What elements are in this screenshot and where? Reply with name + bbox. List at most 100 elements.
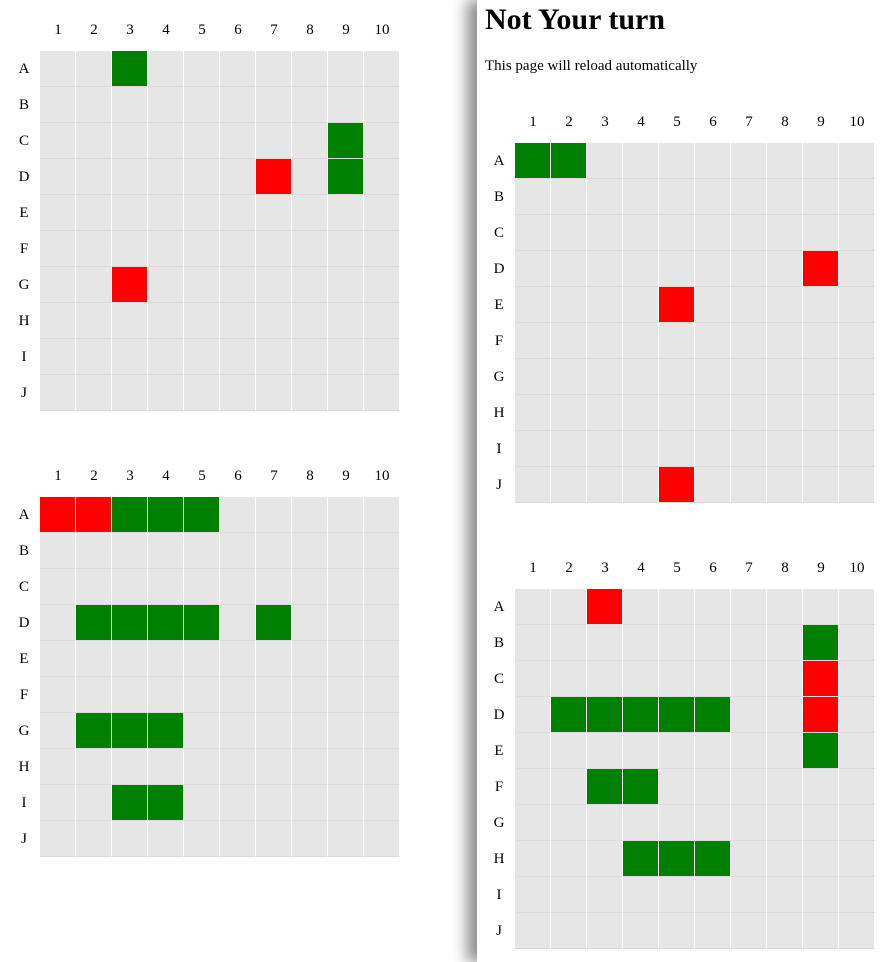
grid-cell[interactable] bbox=[515, 697, 551, 733]
grid-cell-ship[interactable] bbox=[112, 713, 148, 749]
grid-cell[interactable] bbox=[731, 431, 767, 467]
grid-cell[interactable] bbox=[112, 231, 148, 267]
grid-cell[interactable] bbox=[328, 713, 364, 749]
grid-cell[interactable] bbox=[220, 267, 256, 303]
grid-cell[interactable] bbox=[364, 123, 400, 159]
grid-cell[interactable] bbox=[220, 159, 256, 195]
grid-cell[interactable] bbox=[623, 661, 659, 697]
grid-cell-ship[interactable] bbox=[112, 785, 148, 821]
grid-cell[interactable] bbox=[256, 339, 292, 375]
grid-cell[interactable] bbox=[587, 143, 623, 179]
grid-cell[interactable] bbox=[587, 841, 623, 877]
grid-cell[interactable] bbox=[148, 821, 184, 857]
grid-cell[interactable] bbox=[76, 195, 112, 231]
grid-cell[interactable] bbox=[364, 677, 400, 713]
grid-cell[interactable] bbox=[803, 805, 839, 841]
grid-cell[interactable] bbox=[551, 467, 587, 503]
grid-cell[interactable] bbox=[515, 589, 551, 625]
grid-cell[interactable] bbox=[220, 641, 256, 677]
grid-cell[interactable] bbox=[292, 195, 328, 231]
grid-cell[interactable] bbox=[839, 697, 875, 733]
grid-cell-ship[interactable] bbox=[148, 497, 184, 533]
grid-cell-ship[interactable] bbox=[803, 625, 839, 661]
grid-cell[interactable] bbox=[40, 749, 76, 785]
grid-cell[interactable] bbox=[364, 231, 400, 267]
grid-cell-ship[interactable] bbox=[256, 605, 292, 641]
grid-cell[interactable] bbox=[40, 231, 76, 267]
grid-cell[interactable] bbox=[587, 431, 623, 467]
grid-cell[interactable] bbox=[112, 123, 148, 159]
grid-cell[interactable] bbox=[256, 713, 292, 749]
grid-cell[interactable] bbox=[40, 339, 76, 375]
grid-cell-ship[interactable] bbox=[587, 769, 623, 805]
grid-cell[interactable] bbox=[839, 359, 875, 395]
grid-cell[interactable] bbox=[551, 359, 587, 395]
grid-cell[interactable] bbox=[587, 395, 623, 431]
grid-cell[interactable] bbox=[184, 51, 220, 87]
grid-cell[interactable] bbox=[364, 605, 400, 641]
grid-cell[interactable] bbox=[76, 159, 112, 195]
grid-cell[interactable] bbox=[364, 195, 400, 231]
grid-cell[interactable] bbox=[220, 375, 256, 411]
grid-cell[interactable] bbox=[767, 431, 803, 467]
grid-cell[interactable] bbox=[695, 359, 731, 395]
grid-cell[interactable] bbox=[328, 231, 364, 267]
grid-cell[interactable] bbox=[364, 497, 400, 533]
grid-cell[interactable] bbox=[731, 143, 767, 179]
grid-cell[interactable] bbox=[112, 159, 148, 195]
grid-cell[interactable] bbox=[148, 339, 184, 375]
grid-cell-ship[interactable] bbox=[659, 697, 695, 733]
grid-cell[interactable] bbox=[839, 143, 875, 179]
grid-cell[interactable] bbox=[695, 323, 731, 359]
grid-cell[interactable] bbox=[112, 533, 148, 569]
grid-cell[interactable] bbox=[112, 569, 148, 605]
grid-cell[interactable] bbox=[292, 375, 328, 411]
grid-cell[interactable] bbox=[695, 467, 731, 503]
grid-cell[interactable] bbox=[220, 87, 256, 123]
grid-cell[interactable] bbox=[364, 87, 400, 123]
grid-cell[interactable] bbox=[803, 287, 839, 323]
grid-cell[interactable] bbox=[364, 159, 400, 195]
grid-cell[interactable] bbox=[184, 749, 220, 785]
grid-cell[interactable] bbox=[364, 569, 400, 605]
grid-cell[interactable] bbox=[767, 877, 803, 913]
grid-cell[interactable] bbox=[587, 877, 623, 913]
grid-cell[interactable] bbox=[623, 913, 659, 949]
grid-cell[interactable] bbox=[328, 303, 364, 339]
grid-cell[interactable] bbox=[328, 267, 364, 303]
grid-cell[interactable] bbox=[364, 267, 400, 303]
grid-cell[interactable] bbox=[551, 661, 587, 697]
grid-cell-ship[interactable] bbox=[803, 733, 839, 769]
grid-cell-hit[interactable] bbox=[659, 467, 695, 503]
grid-cell[interactable] bbox=[148, 677, 184, 713]
grid-cell[interactable] bbox=[839, 841, 875, 877]
grid-cell[interactable] bbox=[40, 375, 76, 411]
grid-cell[interactable] bbox=[767, 251, 803, 287]
grid-cell[interactable] bbox=[695, 769, 731, 805]
grid-cell[interactable] bbox=[364, 375, 400, 411]
grid-cell[interactable] bbox=[659, 179, 695, 215]
grid-cell[interactable] bbox=[220, 195, 256, 231]
grid-cell[interactable] bbox=[623, 395, 659, 431]
grid-cell[interactable] bbox=[515, 913, 551, 949]
grid-cell[interactable] bbox=[184, 785, 220, 821]
grid-cell[interactable] bbox=[551, 733, 587, 769]
grid-cell[interactable] bbox=[659, 323, 695, 359]
grid-cell[interactable] bbox=[515, 323, 551, 359]
grid-cell[interactable] bbox=[839, 395, 875, 431]
grid-cell-ship[interactable] bbox=[148, 713, 184, 749]
grid-cell[interactable] bbox=[112, 821, 148, 857]
grid-cell[interactable] bbox=[731, 589, 767, 625]
grid-cell[interactable] bbox=[695, 179, 731, 215]
grid-cell[interactable] bbox=[184, 677, 220, 713]
grid-cell[interactable] bbox=[515, 841, 551, 877]
grid-cell[interactable] bbox=[220, 497, 256, 533]
grid-cell[interactable] bbox=[328, 821, 364, 857]
grid-cell[interactable] bbox=[76, 749, 112, 785]
grid-cell[interactable] bbox=[112, 677, 148, 713]
grid-cell[interactable] bbox=[623, 431, 659, 467]
grid-cell[interactable] bbox=[328, 605, 364, 641]
grid-cell[interactable] bbox=[328, 785, 364, 821]
grid-cell[interactable] bbox=[767, 697, 803, 733]
grid-cell-ship[interactable] bbox=[112, 51, 148, 87]
